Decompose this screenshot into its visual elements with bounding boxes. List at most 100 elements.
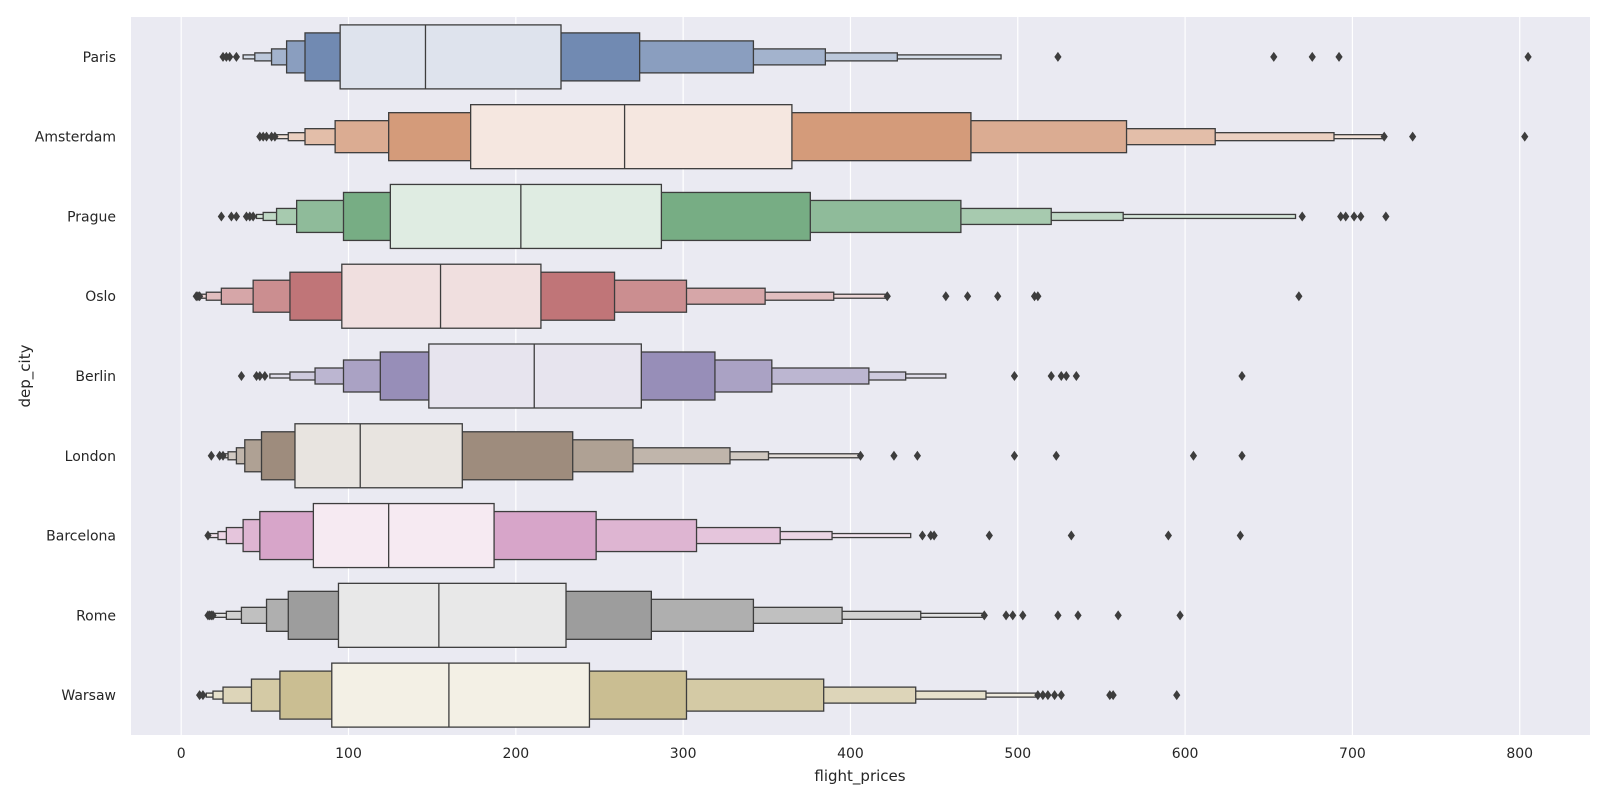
x-tick-label: 700 <box>1339 746 1366 762</box>
outlier-point <box>1034 291 1042 302</box>
outlier-point <box>1002 610 1010 621</box>
y-tick-label: London <box>65 449 116 465</box>
box-level-1 <box>312 502 495 569</box>
outlier-point <box>1034 690 1042 701</box>
outlier-point <box>1074 610 1082 621</box>
outlier-point <box>1054 610 1062 621</box>
outlier-point <box>994 291 1002 302</box>
y-tick-label: Barcelona <box>46 529 116 545</box>
outlier-point <box>226 51 234 62</box>
outlier-point <box>261 371 269 381</box>
boxes <box>197 24 1385 728</box>
box-berlin <box>269 343 947 409</box>
y-tick-labels: Paris Amsterdam Prague Oslo Berlin London Barc… <box>35 50 116 704</box>
x-tick-label: 300 <box>670 746 697 762</box>
outlier-point <box>199 690 207 701</box>
x-tick-label: 0 <box>177 746 186 762</box>
outlier-point <box>918 530 927 541</box>
outlier-point <box>207 450 215 461</box>
outlier-point <box>883 291 891 302</box>
outlier-point <box>1109 690 1117 701</box>
outlier-point <box>219 450 227 461</box>
y-tick-label: Paris <box>83 50 116 66</box>
outlier-point <box>1067 530 1075 541</box>
outlier-point <box>195 291 204 302</box>
outlier-point <box>1164 530 1172 541</box>
outlier-point <box>1380 131 1388 142</box>
outlier-point <box>980 610 988 621</box>
outlier-point <box>209 610 217 621</box>
outlier-point <box>232 211 241 222</box>
outlier-point <box>232 51 241 62</box>
x-tick-label: 500 <box>1004 746 1031 762</box>
box-rome <box>214 582 985 648</box>
box-london <box>220 423 862 489</box>
outlier-point <box>1335 51 1343 62</box>
outlier-point <box>963 291 972 302</box>
box-level-1 <box>331 662 591 728</box>
outlier-point <box>1047 371 1055 381</box>
y-tick-label: Amsterdam <box>35 130 116 146</box>
outlier-point <box>1382 211 1390 222</box>
outlier-point <box>856 450 865 461</box>
y-tick-label: Prague <box>67 209 116 225</box>
x-tick-label: 200 <box>502 746 529 762</box>
box-level-1 <box>428 343 642 409</box>
x-axis-label: flight_prices <box>814 767 905 786</box>
outlier-point <box>1295 291 1303 302</box>
y-tick-label: Warsaw <box>61 688 116 704</box>
y-tick-label: Oslo <box>85 289 116 305</box>
outlier-point <box>1308 51 1316 62</box>
outlier-point <box>1044 690 1052 701</box>
box-level-1 <box>389 183 663 250</box>
x-tick-label: 100 <box>335 746 362 762</box>
box-level-1 <box>339 24 562 90</box>
outlier-point <box>1270 51 1278 62</box>
box-amsterdam <box>275 104 1385 170</box>
box-barcelona <box>208 502 912 569</box>
outlier-point <box>1057 371 1065 381</box>
y-tick-label: Berlin <box>75 369 116 385</box>
outlier-point <box>1057 690 1065 701</box>
outlier-point <box>1524 51 1532 62</box>
outlier-point <box>1039 690 1047 701</box>
outlier-point <box>1298 211 1306 222</box>
x-tick-labels: 0 100 200 300 400 500 600 700 800 <box>177 746 1533 762</box>
outlier-point <box>1010 371 1019 381</box>
outlier-point <box>237 371 246 381</box>
outlier-point <box>204 530 212 541</box>
outlier-point <box>913 450 921 461</box>
box-level-1 <box>294 423 463 489</box>
box-warsaw <box>205 662 1039 728</box>
outlier-point <box>1189 450 1198 461</box>
outlier-point <box>930 530 938 541</box>
outlier-point <box>890 450 898 461</box>
outlier-point <box>1350 211 1358 222</box>
outlier-point <box>1173 690 1181 701</box>
outlier-point <box>1238 450 1246 461</box>
outlier-point <box>1342 211 1350 222</box>
x-tick-label: 800 <box>1506 746 1533 762</box>
box-paris <box>242 24 1002 90</box>
outlier-point <box>1337 211 1345 222</box>
x-tick-label: 600 <box>1172 746 1199 762</box>
outlier-point <box>1062 371 1070 381</box>
outlier-point <box>1521 131 1529 142</box>
outlier-point <box>1010 450 1019 461</box>
box-oslo <box>197 263 888 329</box>
outlier-point <box>1072 371 1080 381</box>
outlier-point <box>942 291 950 302</box>
outlier-point <box>1009 610 1017 621</box>
outlier-point <box>1114 610 1122 621</box>
outlier-point <box>256 371 264 381</box>
outlier-point <box>985 530 993 541</box>
outlier-point <box>1052 450 1060 461</box>
outliers <box>192 51 1532 701</box>
box-level-1 <box>470 104 793 170</box>
box-level-1 <box>337 582 567 648</box>
y-axis-label: dep_city <box>16 344 35 407</box>
outlier-point <box>1019 610 1027 621</box>
outlier-point <box>1236 530 1244 541</box>
outlier-point <box>1176 610 1184 621</box>
